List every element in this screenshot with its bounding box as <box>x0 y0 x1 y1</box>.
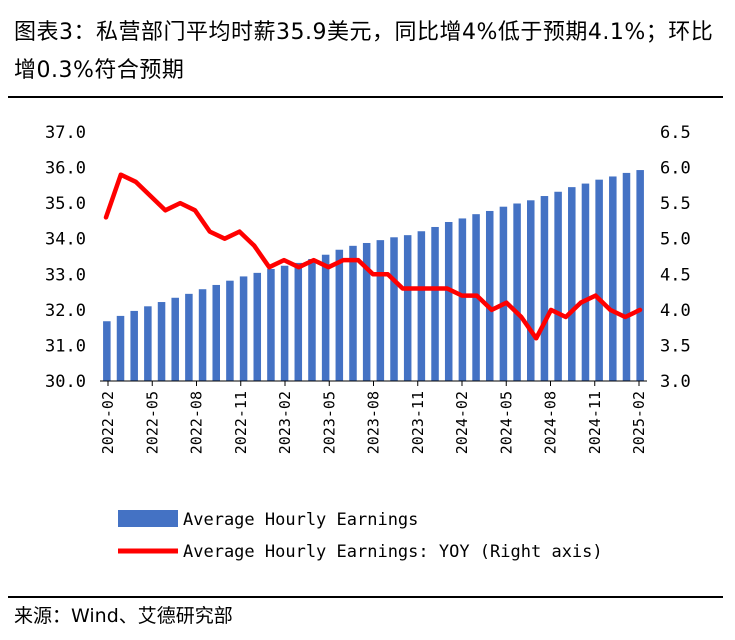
bar <box>198 289 207 381</box>
right-axis-tick-label: 6.5 <box>660 123 691 143</box>
bar <box>103 321 111 381</box>
x-axis-tick-label: 2023-02 <box>276 391 294 454</box>
bar <box>144 306 152 381</box>
bar <box>130 310 138 381</box>
bar <box>253 272 262 381</box>
source-note: 来源：Wind、艾德研究部 <box>14 605 233 627</box>
bar <box>321 254 330 381</box>
right-axis-ticks: 3.0 3.5 4.0 4.5 5.0 5.5 6.0 6.5 <box>660 123 691 392</box>
bar <box>540 196 549 381</box>
bar <box>609 176 617 381</box>
bar <box>403 235 412 381</box>
legend-bar-swatch <box>118 510 178 527</box>
bar <box>527 200 535 381</box>
bar <box>349 245 357 381</box>
bar <box>171 297 179 381</box>
bar <box>499 206 508 381</box>
bar <box>444 221 453 381</box>
left-axis-ticks: 30.0 31.0 32.0 33.0 34.0 35.0 36.0 37.0 <box>45 123 86 392</box>
bar <box>116 315 125 381</box>
bar <box>267 268 275 381</box>
bar <box>185 293 193 381</box>
legend-line-label: Average Hourly Earnings: YOY (Right axis… <box>183 542 603 562</box>
bar <box>431 226 439 381</box>
bar <box>390 237 398 381</box>
bar <box>376 240 385 381</box>
bar <box>417 231 426 381</box>
left-axis-tick-label: 36.0 <box>45 159 86 179</box>
legend: Average Hourly Earnings Average Hourly E… <box>118 510 603 562</box>
bar <box>294 262 303 381</box>
bar <box>239 276 248 381</box>
bar <box>581 183 590 381</box>
left-axis-tick-label: 33.0 <box>45 265 86 285</box>
bar <box>554 191 562 381</box>
bar <box>157 302 166 381</box>
bar <box>335 249 344 381</box>
chart-title: 图表3：私营部门平均时薪35.9美元，同比增4%低于预期4.1%；环比增0.3%… <box>14 20 714 83</box>
bar <box>595 179 603 381</box>
bar <box>212 284 220 381</box>
bar <box>362 242 371 381</box>
left-axis-tick-label: 35.0 <box>45 194 86 214</box>
x-axis-tick-label: 2024-05 <box>497 391 515 454</box>
bar <box>308 258 316 381</box>
right-axis-tick-label: 6.0 <box>660 159 691 179</box>
x-axis-tick-label: 2025-02 <box>630 391 648 454</box>
x-axis-tick-label: 2022-05 <box>143 391 161 454</box>
x-axis-tick-label: 2022-08 <box>188 391 206 454</box>
left-axis-tick-label: 34.0 <box>45 230 86 250</box>
x-axis-tick-label: 2024-11 <box>586 391 604 454</box>
right-axis-tick-label: 4.0 <box>660 301 691 321</box>
right-axis-tick-label: 5.5 <box>660 194 691 214</box>
top-divider <box>8 96 723 98</box>
right-axis-tick-label: 5.0 <box>660 230 691 250</box>
bar <box>458 218 467 381</box>
left-axis-tick-label: 30.0 <box>45 372 86 392</box>
left-axis-tick-label: 37.0 <box>45 123 86 143</box>
bar-series <box>103 170 644 381</box>
bottom-divider <box>8 596 723 598</box>
bar <box>485 210 494 381</box>
left-axis-tick-label: 32.0 <box>45 301 86 321</box>
x-axis-tick-label: 2023-11 <box>409 391 427 454</box>
x-axis-ticks: 2022-02 2022-05 2022-08 2022-11 2023-02 2023-… <box>99 381 648 454</box>
bar <box>622 172 631 381</box>
left-axis-tick-label: 31.0 <box>45 336 86 356</box>
yoy-line-series <box>103 172 643 341</box>
bar <box>226 280 234 381</box>
legend-bar-label: Average Hourly Earnings <box>183 510 418 530</box>
right-axis-tick-label: 4.5 <box>660 265 691 285</box>
x-axis-tick-label: 2024-02 <box>453 391 471 454</box>
x-axis-tick-label: 2022-02 <box>99 391 117 454</box>
bar <box>280 265 289 381</box>
bar <box>636 170 644 381</box>
x-axis-tick-label: 2022-11 <box>232 391 250 454</box>
x-axis-tick-label: 2023-08 <box>365 391 383 454</box>
bar <box>568 187 576 381</box>
right-axis-tick-label: 3.5 <box>660 336 691 356</box>
chart-canvas: 30.0 31.0 32.0 33.0 34.0 35.0 36.0 37.0 3.0 3.5 4… <box>45 123 691 562</box>
x-axis-tick-label: 2023-05 <box>320 391 338 454</box>
x-axis-tick-label: 2024-08 <box>542 391 560 454</box>
right-axis-tick-label: 3.0 <box>660 372 691 392</box>
bar <box>513 203 521 381</box>
